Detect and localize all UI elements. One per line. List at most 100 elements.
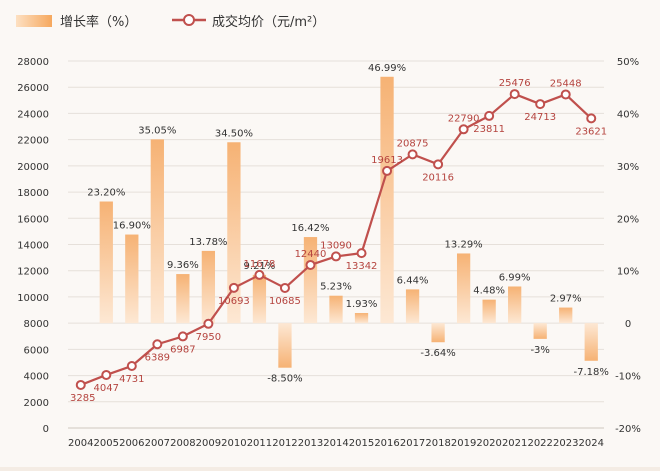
y-left-tick-label: 14000 xyxy=(17,241,49,252)
x-tick-label: 2022 xyxy=(527,438,552,449)
y-left-tick-label: 26000 xyxy=(17,83,49,94)
x-tick-label: 2019 xyxy=(451,438,476,449)
bar-value-label: 5.23% xyxy=(320,282,352,293)
bar-value-label: 16.42% xyxy=(291,223,329,234)
y-left-tick-label: 2000 xyxy=(24,398,49,409)
y-left-tick-label: 22000 xyxy=(17,136,49,147)
price-value-label: 24713 xyxy=(524,112,556,123)
price-point xyxy=(254,269,265,280)
x-tick-label: 2012 xyxy=(272,438,297,449)
x-tick-label: 2007 xyxy=(145,438,170,449)
bar-value-label: 9.36% xyxy=(167,260,199,271)
price-value-label: 6389 xyxy=(145,352,170,363)
bar-value-label: 23.20% xyxy=(87,188,125,199)
price-point xyxy=(560,89,571,100)
growth-bar xyxy=(508,286,522,324)
bar-value-label: 13.29% xyxy=(445,239,483,250)
growth-bar xyxy=(482,299,496,324)
x-tick-label: 2023 xyxy=(553,438,578,449)
x-tick-label: 2010 xyxy=(221,438,246,449)
growth-bar xyxy=(176,274,190,324)
x-tick-label: 2009 xyxy=(196,438,221,449)
y-left-tick-label: 6000 xyxy=(24,345,49,356)
price-point xyxy=(152,339,163,350)
y-left-tick-label: 28000 xyxy=(17,57,49,68)
price-value-label: 10685 xyxy=(269,296,301,307)
bar-value-label: -3% xyxy=(530,345,549,356)
price-value-label: 13342 xyxy=(346,261,378,272)
y-right-tick-label: 0 xyxy=(625,319,631,330)
bar-value-label: 1.93% xyxy=(346,299,378,310)
price-point xyxy=(75,379,86,390)
price-value-label: 11678 xyxy=(244,259,276,270)
x-tick-label: 2021 xyxy=(502,438,527,449)
price-point xyxy=(228,282,239,293)
y-left-tick-label: 4000 xyxy=(24,372,49,383)
growth-bar xyxy=(584,323,598,361)
y-right-tick-label: 30% xyxy=(617,162,639,173)
y-left-tick-label: 24000 xyxy=(17,109,49,120)
price-point xyxy=(177,331,188,342)
y-left-tick-label: 16000 xyxy=(17,214,49,225)
y-right-tick-label: 50% xyxy=(617,57,639,68)
price-value-label: 6987 xyxy=(170,344,195,355)
price-line xyxy=(75,89,597,390)
x-tick-label: 2014 xyxy=(323,438,348,449)
growth-bar xyxy=(405,289,420,324)
x-tick-label: 2016 xyxy=(374,438,399,449)
price-point xyxy=(279,282,290,293)
y-left-tick-label: 10000 xyxy=(17,293,49,304)
x-tick-label: 2015 xyxy=(349,438,374,449)
price-point xyxy=(356,248,367,259)
x-tick-label: 2005 xyxy=(94,438,119,449)
price-point xyxy=(407,149,418,160)
x-tick-label: 2017 xyxy=(400,438,425,449)
legend-bar-label: 增长率（%） xyxy=(60,14,137,30)
growth-bar xyxy=(150,139,164,324)
bar-value-label: 9.21% xyxy=(244,261,276,272)
y-left-tick-label: 20000 xyxy=(17,162,49,173)
growth-bar xyxy=(125,234,139,324)
price-value-label: 23811 xyxy=(473,124,505,135)
price-value-label: 13090 xyxy=(320,240,352,251)
growth-bar xyxy=(329,295,343,324)
bar-value-label: -7.18% xyxy=(574,367,609,378)
price-value-label: 20875 xyxy=(397,138,429,149)
growth-bar xyxy=(227,142,241,324)
growth-bar xyxy=(354,313,369,324)
growth-bar xyxy=(303,237,318,324)
price-value-label: 3285 xyxy=(70,393,95,404)
bar-value-label: 13.78% xyxy=(189,237,227,248)
bar-value-label: 6.99% xyxy=(499,272,531,283)
legend-line-marker xyxy=(183,14,195,26)
y-right-tick-label: -20% xyxy=(615,424,641,435)
price-value-label: 4731 xyxy=(119,374,144,385)
legend: 增长率（%） 成交均价（元/m²） xyxy=(16,14,325,30)
y-right-tick-label: 10% xyxy=(617,267,639,278)
y-right-tick-label: -10% xyxy=(615,372,641,383)
price-value-label: 25476 xyxy=(499,78,531,89)
price-point xyxy=(484,110,495,121)
price-value-label: 10693 xyxy=(218,296,250,307)
x-tick-label: 2020 xyxy=(476,438,501,449)
price-value-label: 7950 xyxy=(196,332,221,343)
price-point xyxy=(382,165,393,176)
bar-value-label: 4.48% xyxy=(473,286,505,297)
data-labels: 23.20% 16.90% 35.05% 9.36% 13.78% 34.50% 9.21%… xyxy=(70,63,609,404)
price-value-label: 19613 xyxy=(371,155,403,166)
price-value-label: 20116 xyxy=(422,172,454,183)
axes: 0 2000 4000 6000 8000 10000 12000 14000 16000 180… xyxy=(17,57,641,449)
growth-bar xyxy=(533,323,547,339)
x-tick-label: 2024 xyxy=(579,438,604,449)
price-point xyxy=(305,259,316,270)
bar-value-label: 35.05% xyxy=(138,125,176,136)
x-tick-label: 2008 xyxy=(170,438,195,449)
price-point xyxy=(586,113,597,124)
price-value-label: 23621 xyxy=(575,126,607,137)
bar-value-label: -3.64% xyxy=(420,348,455,359)
price-value-label: 4047 xyxy=(94,383,119,394)
x-tick-label: 2013 xyxy=(298,438,323,449)
growth-bar xyxy=(201,250,216,324)
